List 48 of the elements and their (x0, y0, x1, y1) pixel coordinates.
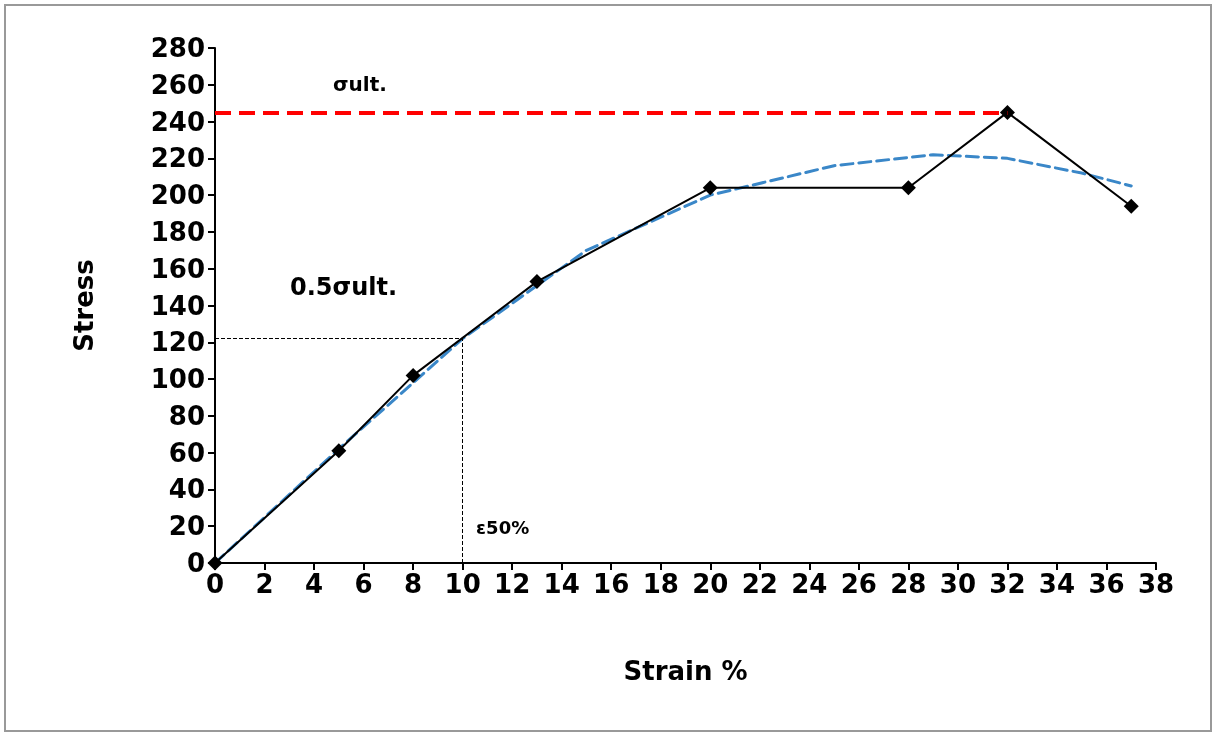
x-tick-label: 34 (1038, 569, 1076, 599)
point (999, 104, 1015, 120)
x-tick-label: 36 (1088, 569, 1125, 599)
x-tick-label: 2 (255, 569, 274, 599)
y-tick-label: 40 (168, 474, 205, 505)
point (331, 443, 347, 459)
x-tick-label: 16 (593, 569, 630, 599)
y-tick-label: 0 (186, 548, 205, 578)
y-tick-label: 20 (168, 511, 205, 542)
y-tick-label: 280 (150, 33, 205, 63)
x-tick-label: 18 (642, 569, 679, 599)
x-tick-label: 20 (692, 569, 729, 599)
ref-line-label: 0.5σult. (290, 272, 398, 301)
y-tick-label: 80 (168, 400, 205, 431)
x-tick-label: 4 (305, 569, 324, 599)
x-tick-label: 10 (444, 569, 481, 599)
point (702, 180, 718, 196)
point (405, 367, 421, 383)
x-tick-label: 38 (1137, 569, 1175, 599)
point (207, 555, 223, 571)
point (900, 180, 916, 196)
x-tick-label: 0 (205, 569, 225, 599)
ref-line-label: ε50% (476, 516, 530, 538)
y-tick-label: 240 (150, 106, 205, 137)
y-tick-label: 260 (150, 69, 205, 100)
y-tick-label: 120 (150, 327, 205, 358)
x-tick-label: 32 (989, 569, 1026, 599)
ref-line-label: σult. (333, 72, 387, 97)
x-tick-label: 6 (354, 569, 373, 599)
y-tick-label: 140 (150, 290, 205, 321)
point (1123, 198, 1139, 214)
y-tick-label: 60 (168, 437, 205, 468)
x-axis-title: Strain % (623, 656, 748, 686)
x-tick-label: 30 (939, 569, 976, 599)
x-tick-label: 22 (741, 569, 778, 599)
y-axis-title: Stress (69, 259, 99, 352)
x-tick-label: 14 (543, 569, 580, 599)
x-tick-label: 28 (890, 569, 927, 599)
x-tick-label: 26 (840, 569, 877, 599)
y-tick-label: 160 (150, 253, 205, 284)
y-tick-label: 100 (150, 364, 205, 395)
x-tick-label: 8 (404, 569, 423, 599)
point (529, 274, 545, 290)
y-tick-label: 200 (150, 180, 205, 211)
y-tick-label: 180 (150, 216, 205, 247)
y-tick-label: 220 (150, 143, 205, 174)
x-tick-label: 24 (791, 569, 828, 599)
x-tick-label: 12 (494, 569, 531, 599)
